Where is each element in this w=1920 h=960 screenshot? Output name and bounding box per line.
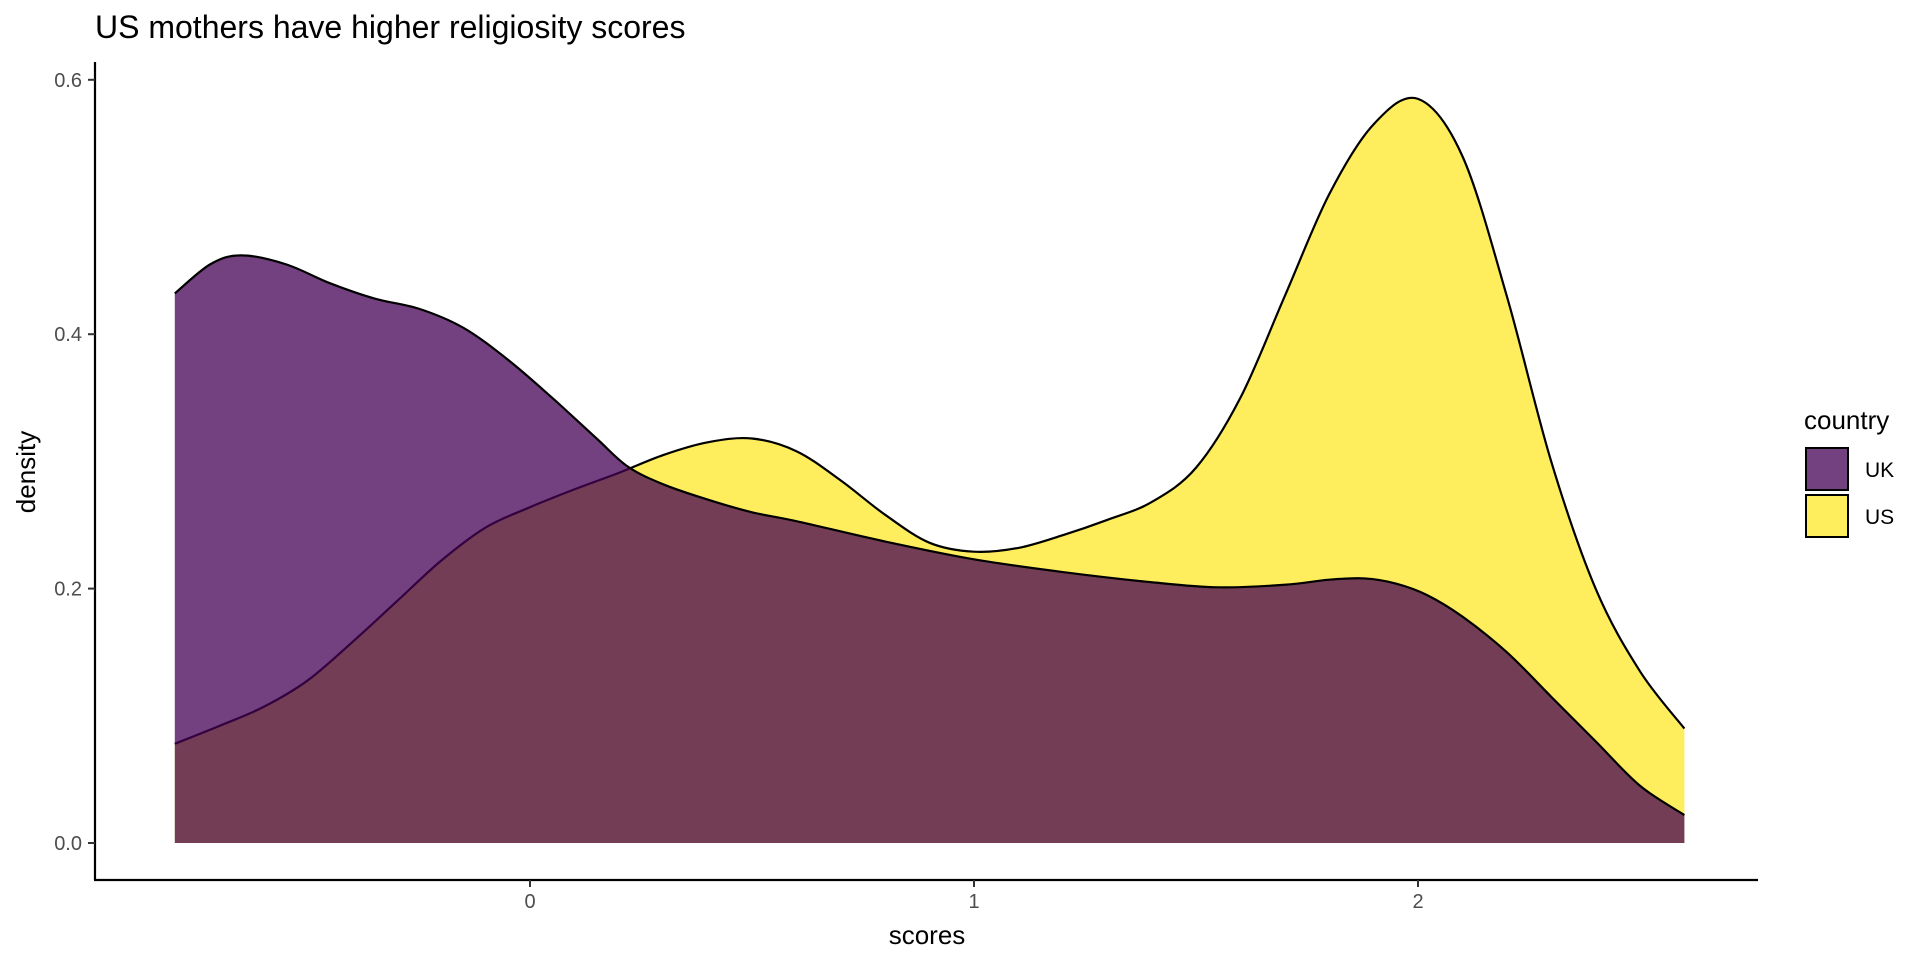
legend-title: country [1804, 405, 1889, 435]
y-axis-title: density [11, 431, 41, 513]
density-line-uk [174, 254, 1686, 816]
y-tick-label: 0.0 [54, 833, 82, 855]
chart-title: US mothers have higher religiosity score… [95, 9, 685, 45]
x-tick-label: 0 [524, 891, 535, 913]
legend-label-uk: UK [1865, 459, 1894, 482]
y-tick-label: 0.4 [54, 324, 82, 346]
legend-swatch-us [1805, 494, 1849, 538]
y-axis-ticks: 0.0 0.2 0.4 0.6 [54, 70, 95, 855]
legend-label-us: US [1865, 506, 1894, 529]
density-area-uk [174, 255, 1685, 844]
y-tick-label: 0.2 [54, 579, 82, 601]
legend: country UK US [1804, 405, 1894, 538]
plot-area [174, 96, 1686, 844]
x-tick-label: 2 [1412, 891, 1423, 913]
x-axis-title: scores [889, 920, 966, 950]
x-tick-label: 1 [968, 891, 979, 913]
y-tick-label: 0.6 [54, 70, 82, 92]
x-axis-ticks: 0 1 2 [524, 880, 1424, 913]
legend-swatch-uk [1805, 447, 1849, 491]
